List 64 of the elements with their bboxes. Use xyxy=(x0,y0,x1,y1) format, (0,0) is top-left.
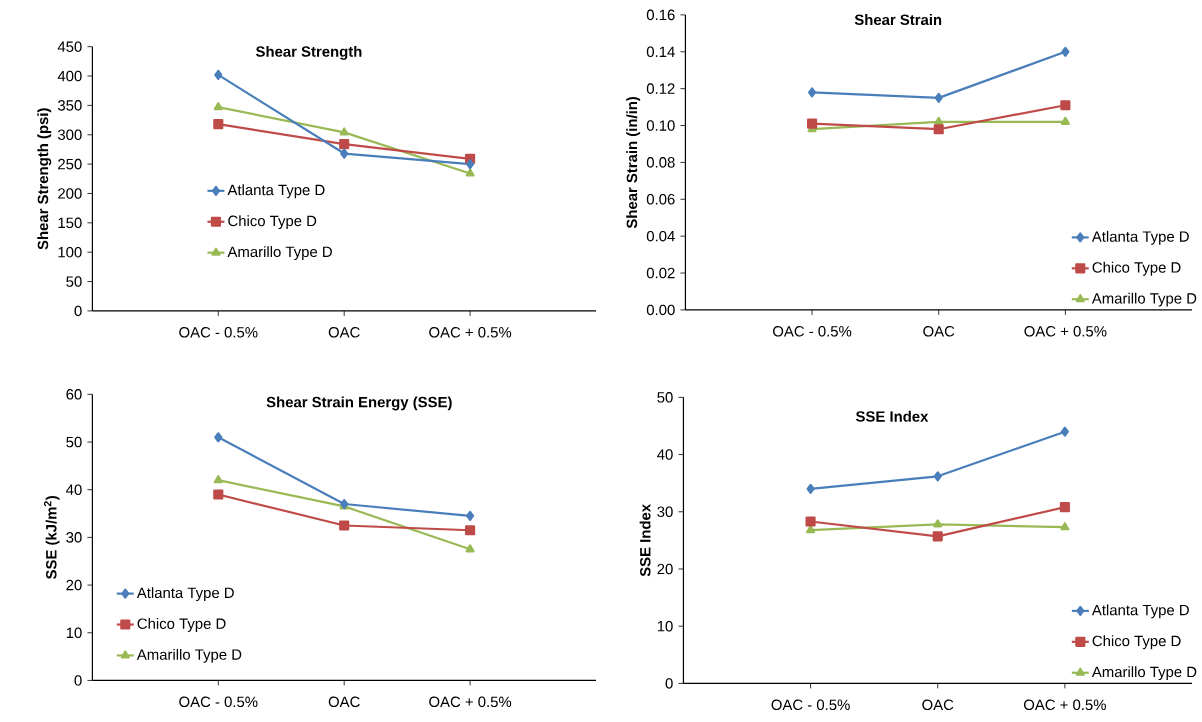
y-tick-label: 0 xyxy=(74,675,82,686)
y-tick-label: 20 xyxy=(66,579,82,591)
x-tick-label: OAC xyxy=(923,325,955,337)
x-tick-label: OAC xyxy=(328,326,360,338)
x-tick-label: OAC + 0.5% xyxy=(429,696,512,707)
y-tick-label: 0.02 xyxy=(646,267,675,279)
y-tick-label: 150 xyxy=(58,217,82,229)
y-tick-label: 0 xyxy=(665,678,673,689)
y-tick-label: 300 xyxy=(57,129,82,140)
x-tick-label: OAC + 0.5% xyxy=(429,326,512,338)
x-tick-label: OAC xyxy=(328,696,360,707)
y-tick-label: 450 xyxy=(57,41,82,52)
x-tick-label: OAC - 0.5% xyxy=(179,696,258,707)
chart-title: Shear Strain xyxy=(854,14,942,25)
y-tick-label: 350 xyxy=(57,100,82,111)
chart-title: Shear Strength xyxy=(255,45,362,60)
y-tick-label: 20 xyxy=(657,563,673,575)
y-tick-label: 50 xyxy=(66,436,82,448)
x-tick-label: OAC - 0.5% xyxy=(771,699,850,710)
y-tick-label: 40 xyxy=(66,484,82,495)
legend-label: Chico Type D xyxy=(228,215,317,230)
y-tick-label: 0.04 xyxy=(646,230,675,242)
y-tick-label: 200 xyxy=(58,188,82,199)
chart-title: Shear Strain Energy (SSE) xyxy=(266,396,452,411)
legend-label: Atlanta Type D xyxy=(1091,230,1189,245)
y-tick-label: 50 xyxy=(66,276,82,287)
legend-label: Amarillo Type D xyxy=(227,246,332,260)
legend-label: Chico Type D xyxy=(1092,261,1181,276)
x-tick-label: OAC xyxy=(922,699,954,710)
y-tick-label: 10 xyxy=(66,627,82,638)
legend-label: Atlanta Type D xyxy=(136,587,234,601)
y-tick-label: 400 xyxy=(57,70,82,82)
legend-label: Atlanta Type D xyxy=(227,184,325,199)
y-tick-label: 60 xyxy=(66,389,82,400)
y-tick-label: 40 xyxy=(657,449,673,460)
legend-label: Chico Type D xyxy=(137,617,226,632)
text: SSE Index xyxy=(855,410,929,422)
y-tick-label: 0.10 xyxy=(646,120,675,131)
y-tick-label: 0.14 xyxy=(646,46,675,57)
y-axis-title: Shear Strength (psi) xyxy=(37,108,52,250)
y-tick-label: 0.00 xyxy=(646,304,675,316)
y-tick-label: 0.16 xyxy=(646,9,675,21)
legend-label: Amarillo Type D xyxy=(1091,666,1197,681)
x-tick-label: OAC + 0.5% xyxy=(1024,325,1107,337)
y-tick-label: 0.06 xyxy=(646,193,675,205)
legend-label: Atlanta Type D xyxy=(1091,604,1189,619)
y-tick-label: 50 xyxy=(657,391,673,403)
y-tick-label: 30 xyxy=(66,532,82,543)
x-tick-label: OAC - 0.5% xyxy=(179,326,258,338)
y-tick-label: 30 xyxy=(657,506,673,517)
y-tick-label: 0.12 xyxy=(646,83,675,94)
y-tick-label: 250 xyxy=(58,158,82,170)
y-tick-label: 100 xyxy=(58,246,82,258)
y-axis-title: SSE (kJ/m$^{2}$) xyxy=(43,495,60,579)
legend-label: Amarillo Type D xyxy=(1091,292,1197,307)
x-tick-label: OAC + 0.5% xyxy=(1023,699,1106,710)
y-tick-label: 10 xyxy=(657,620,673,632)
legend-label: Chico Type D xyxy=(1092,635,1181,650)
y-tick-label: 0.08 xyxy=(646,157,675,168)
y-tick-label: 0 xyxy=(74,305,82,317)
legend-label: Amarillo Type D xyxy=(136,648,242,663)
y-axis-title: SSE Index xyxy=(639,503,651,577)
y-axis-title: Shear Strain (in/in) xyxy=(626,96,641,229)
x-tick-label: OAC - 0.5% xyxy=(773,325,852,337)
